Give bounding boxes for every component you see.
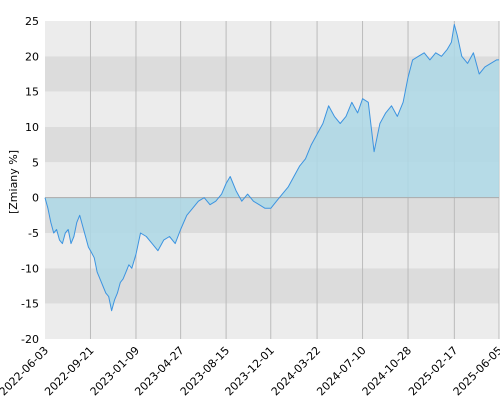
y-tick-label: 25: [25, 15, 39, 28]
y-tick-label: 20: [25, 50, 39, 63]
background-band: [45, 303, 499, 339]
series-layer: [44, 24, 499, 312]
background-band: [45, 21, 499, 57]
y-tick-label: -20: [21, 333, 39, 346]
y-tick-label: -10: [21, 262, 39, 275]
x-axis-ticks: 2022-06-032022-09-212023-01-092023-04-27…: [0, 344, 500, 398]
series-area: [45, 24, 499, 311]
y-axis-label: [Zmiany %]: [7, 150, 20, 214]
series-line: [44, 24, 499, 312]
y-tick-label: -15: [21, 298, 39, 311]
y-tick-label: 15: [25, 86, 39, 99]
y-tick-label: 10: [25, 121, 39, 134]
y-tick-label: 0: [32, 192, 39, 205]
y-tick-label: -5: [28, 227, 39, 240]
y-axis-ticks: 25 20 15 10 5 0 -5 -10 -15 -20: [21, 15, 39, 346]
y-tick-label: 5: [32, 156, 39, 169]
